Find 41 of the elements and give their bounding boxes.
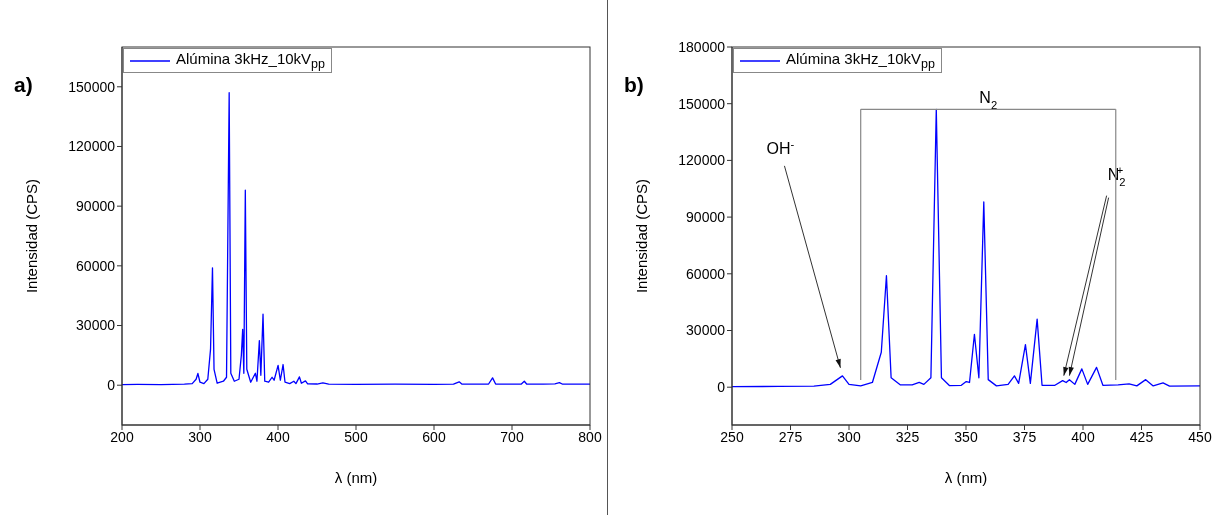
x-tick-label: 700 [500,428,524,445]
x-tick-label: 500 [344,428,368,445]
x-axis-title: λ (nm) [944,469,988,486]
annotation: OH$^{-}$ [766,137,795,157]
y-tick-label: 30000 [76,317,116,334]
x-tick-label: 350 [954,428,978,445]
x-tick-label: 200 [110,428,134,445]
x-tick-label: 425 [1129,428,1154,445]
x-tick-label: 250 [720,428,744,445]
text: a) [14,73,33,96]
y-tick-label: 90000 [76,198,116,215]
y-tick-label: 180000 [678,38,726,55]
x-tick-label: 450 [1188,428,1212,445]
x-tick-label: 375 [1012,428,1037,445]
y-tick-label: 0 [107,377,116,394]
y-tick-label: 30000 [686,322,726,339]
x-tick-label: 275 [778,428,803,445]
line-series [732,108,1200,388]
legend-label: Alúmina 3kHz_10kV$_{pp}$ [176,50,325,71]
ref-line-label: N$_{2}$ [979,89,998,112]
x-axis-title: λ (nm) [334,469,378,486]
x-tick-label: 300 [188,428,212,445]
y-tick-label: 120000 [68,138,116,155]
y-axis-title: Intensidad (CPS) [633,178,650,294]
line-series [122,92,590,386]
y-tick-label: 120000 [678,152,726,169]
x-tick-label: 325 [895,428,920,445]
x-tick-label: 400 [1071,428,1095,445]
y-tick-label: 150000 [68,78,116,95]
text: b) [624,73,644,96]
y-tick-label: 0 [717,379,726,396]
x-tick-label: 400 [266,428,290,445]
x-tick-label: 600 [422,428,446,445]
y-tick-label: 150000 [678,95,726,112]
legend-label: Alúmina 3kHz_10kV$_{pp}$ [786,50,935,71]
x-tick-label: 800 [578,428,602,445]
x-tick-label: 300 [837,428,861,445]
y-tick-label: 60000 [686,265,726,282]
y-axis-title: Intensidad (CPS) [23,178,40,294]
y-tick-label: 60000 [76,257,116,274]
y-tick-label: 90000 [686,209,726,226]
